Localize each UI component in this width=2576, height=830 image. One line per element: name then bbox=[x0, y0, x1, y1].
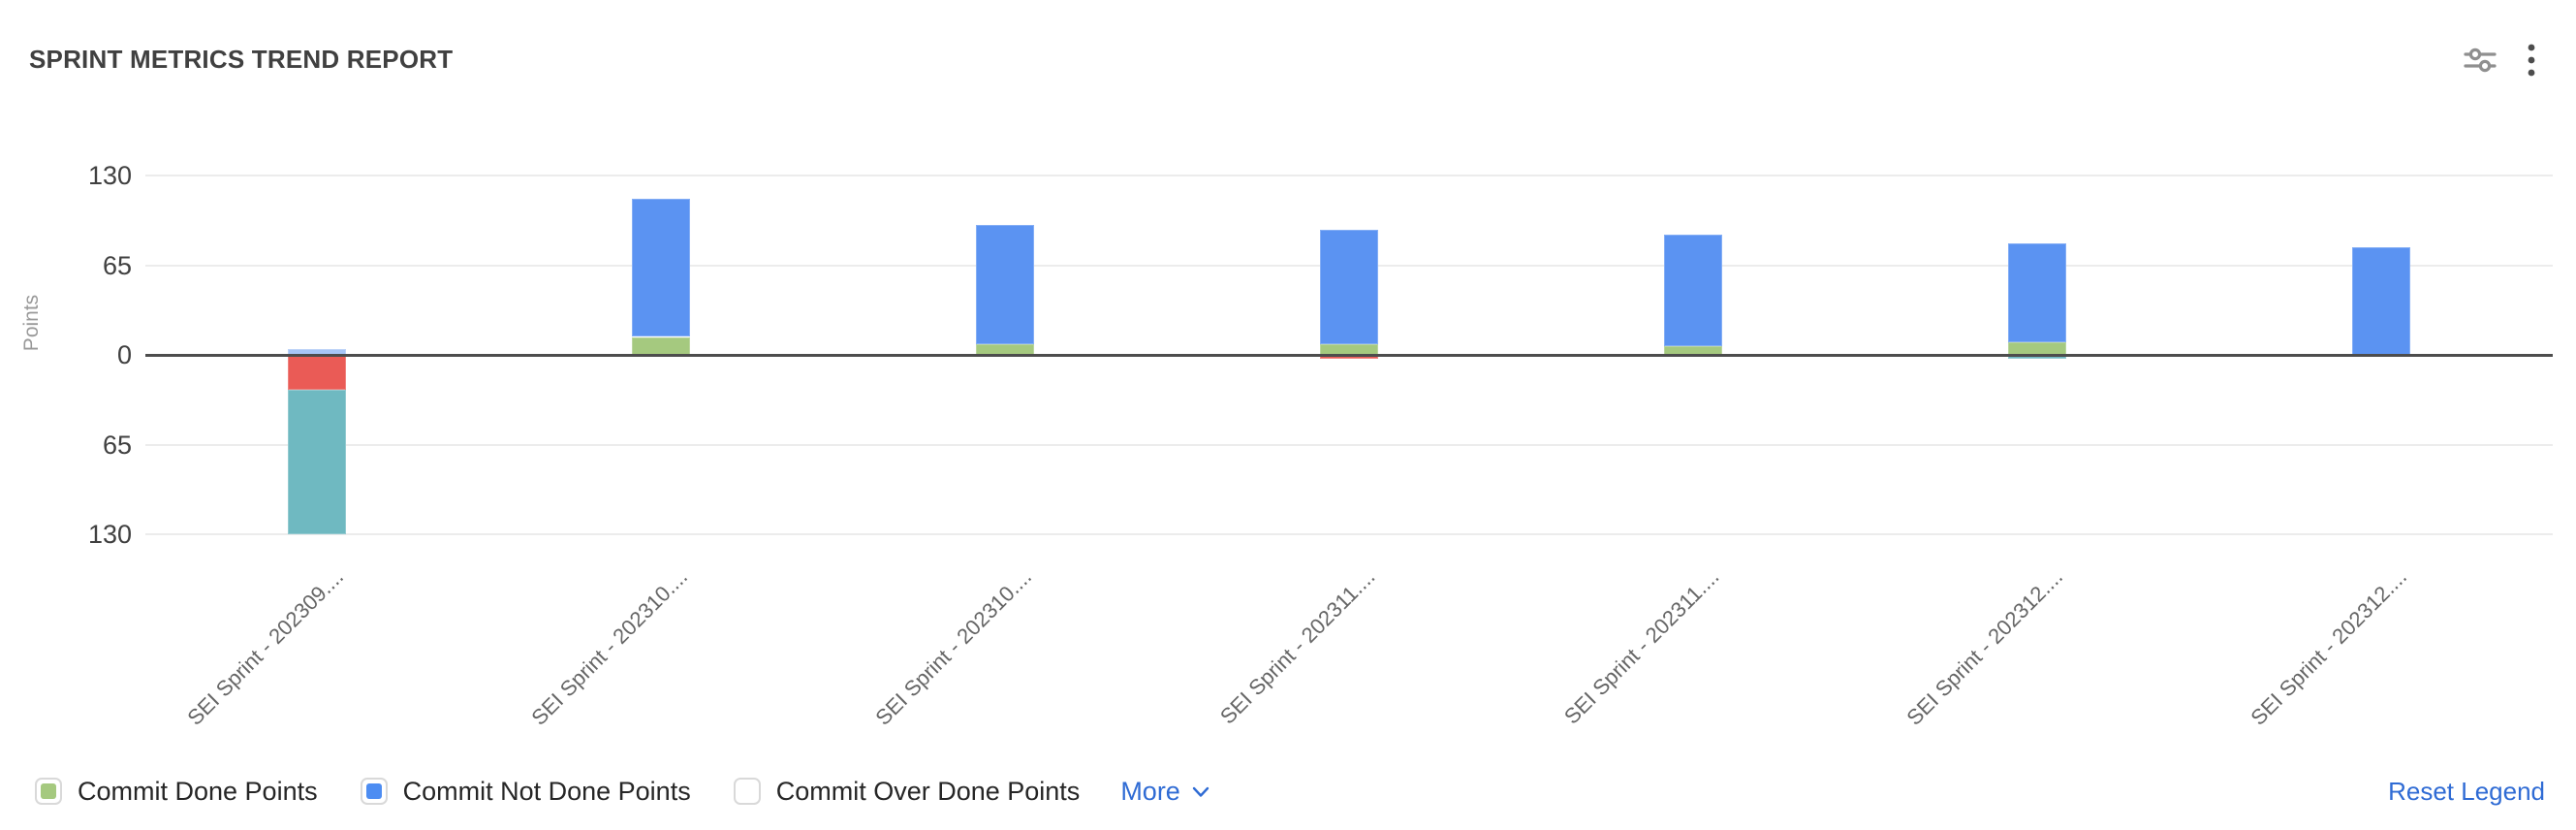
legend-more-button[interactable]: More bbox=[1120, 777, 1212, 807]
bar-segment[interactable] bbox=[2007, 242, 2066, 343]
bar-segment[interactable] bbox=[2007, 342, 2066, 355]
bar-segment[interactable] bbox=[288, 355, 347, 390]
legend-checkbox[interactable] bbox=[35, 778, 62, 805]
widget-actions bbox=[2464, 43, 2537, 78]
bar-segment[interactable] bbox=[2351, 247, 2410, 355]
x-axis-label: SEI Sprint - 202312.... bbox=[1901, 564, 2068, 730]
legend-item-commit-not-done-points[interactable]: Commit Not Done Points bbox=[360, 776, 691, 807]
reset-legend-button[interactable]: Reset Legend bbox=[2388, 776, 2545, 806]
y-axis-tick-label: 65 bbox=[102, 250, 132, 280]
legend-label: Commit Over Done Points bbox=[775, 776, 1081, 806]
x-axis-label: SEI Sprint - 202311.... bbox=[1558, 564, 1724, 729]
legend-items: Commit Done Points Commit Not Done Points… bbox=[35, 777, 1080, 807]
bar-segment[interactable] bbox=[632, 336, 691, 355]
bar-segment[interactable] bbox=[1663, 346, 1722, 355]
chevron-down-icon bbox=[1192, 786, 1209, 797]
grid-line bbox=[145, 443, 2553, 446]
legend-color-swatch bbox=[738, 783, 755, 799]
legend-label: Commit Not Done Points bbox=[402, 776, 691, 806]
sliders-icon bbox=[2464, 48, 2497, 73]
legend-item-commit-over-done-points[interactable]: Commit Over Done Points bbox=[733, 776, 1081, 807]
legend-item-commit-done-points[interactable]: Commit Done Points bbox=[35, 777, 318, 807]
x-axis-label: SEI Sprint - 202310.... bbox=[526, 564, 692, 730]
widget-menu-button[interactable] bbox=[2526, 43, 2537, 78]
widget-settings-button[interactable] bbox=[2464, 44, 2497, 77]
y-axis-tick-label: 65 bbox=[102, 430, 132, 460]
y-axis-tick-label: 130 bbox=[87, 520, 132, 549]
legend-label: Commit Done Points bbox=[78, 776, 318, 806]
bar-segment[interactable] bbox=[1320, 229, 1378, 344]
chart-legend: Commit Done Points Commit Not Done Points… bbox=[35, 770, 2545, 813]
legend-checkbox[interactable] bbox=[360, 778, 388, 805]
bar-segment[interactable] bbox=[288, 389, 347, 534]
bar-segment[interactable] bbox=[1663, 235, 1722, 347]
x-axis-label: SEI Sprint - 202312.... bbox=[2246, 564, 2412, 730]
x-axis-label: SEI Sprint - 202310.... bbox=[870, 564, 1036, 730]
grid-line bbox=[145, 533, 2553, 535]
sprint-metrics-chart: Points 130 65 0 65 130 SEI Sprint - 202309...… bbox=[20, 161, 2553, 730]
bar-segment[interactable] bbox=[2007, 355, 2066, 360]
x-axis-label: SEI Sprint - 202309.... bbox=[182, 564, 349, 730]
x-axis-line bbox=[145, 353, 2553, 357]
page-title: SPRINT METRICS TREND REPORT bbox=[29, 45, 454, 74]
y-axis-tick-label: 130 bbox=[87, 161, 132, 190]
kebab-menu-icon bbox=[2528, 44, 2535, 77]
y-axis-tick-label: 0 bbox=[116, 340, 132, 369]
bar-segment[interactable] bbox=[976, 225, 1035, 344]
legend-checkbox[interactable] bbox=[733, 778, 761, 805]
legend-more-label: More bbox=[1120, 776, 1180, 806]
bar-segment[interactable] bbox=[288, 349, 347, 355]
legend-color-swatch bbox=[365, 783, 382, 799]
legend-color-swatch bbox=[41, 783, 56, 799]
x-axis-label: SEI Sprint - 202311.... bbox=[1215, 564, 1380, 729]
bar-segment[interactable] bbox=[1320, 355, 1378, 360]
bar-segment[interactable] bbox=[1320, 343, 1378, 355]
bar-segment[interactable] bbox=[632, 199, 691, 337]
grid-line bbox=[145, 175, 2553, 176]
bar-segment[interactable] bbox=[976, 343, 1035, 355]
